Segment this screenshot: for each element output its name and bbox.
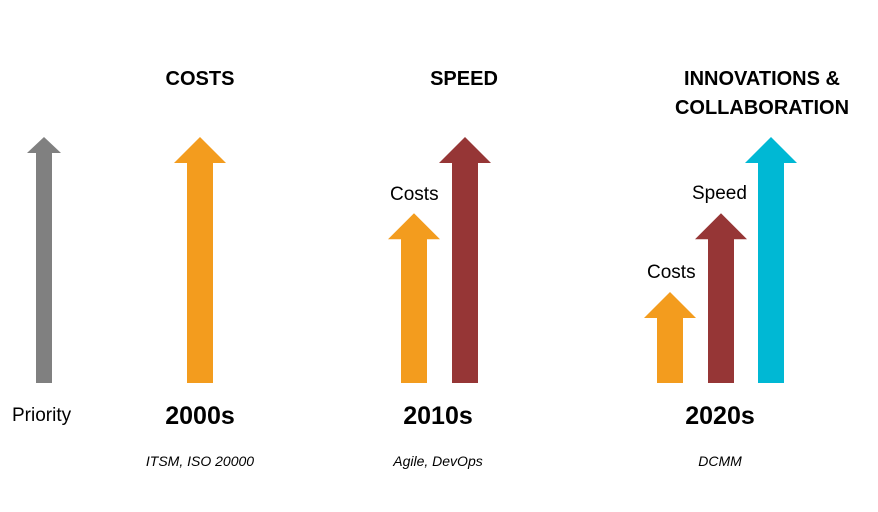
label-costs-2010s: Costs (390, 184, 439, 205)
arrow-2000s-costs (174, 137, 226, 383)
priority-axis-arrow (27, 137, 61, 383)
methods-2020s: DCMM (698, 453, 742, 469)
methods-2010s: Agile, DevOps (393, 453, 483, 469)
era-2020s: 2020s (685, 402, 755, 430)
arrow-2020s-costs (644, 291, 696, 383)
arrow-2020s-speed (695, 213, 747, 383)
arrow-2020s-innovation (745, 137, 797, 383)
era-2010s: 2010s (403, 402, 473, 430)
heading-costs: COSTS (165, 68, 235, 90)
arrow-2010s-speed (439, 137, 491, 383)
label-speed-2020s: Speed (692, 183, 747, 204)
heading-innovations: INNOVATIONS & (684, 68, 840, 90)
priority-label: Priority (12, 405, 72, 426)
heading-collaboration: COLLABORATION (674, 97, 850, 119)
label-costs-2020s: Costs (647, 262, 696, 283)
heading-speed: SPEED (430, 68, 498, 90)
era-2000s: 2000s (165, 402, 235, 430)
methods-2000s: ITSM, ISO 20000 (145, 453, 255, 469)
arrow-2010s-costs (388, 213, 440, 383)
